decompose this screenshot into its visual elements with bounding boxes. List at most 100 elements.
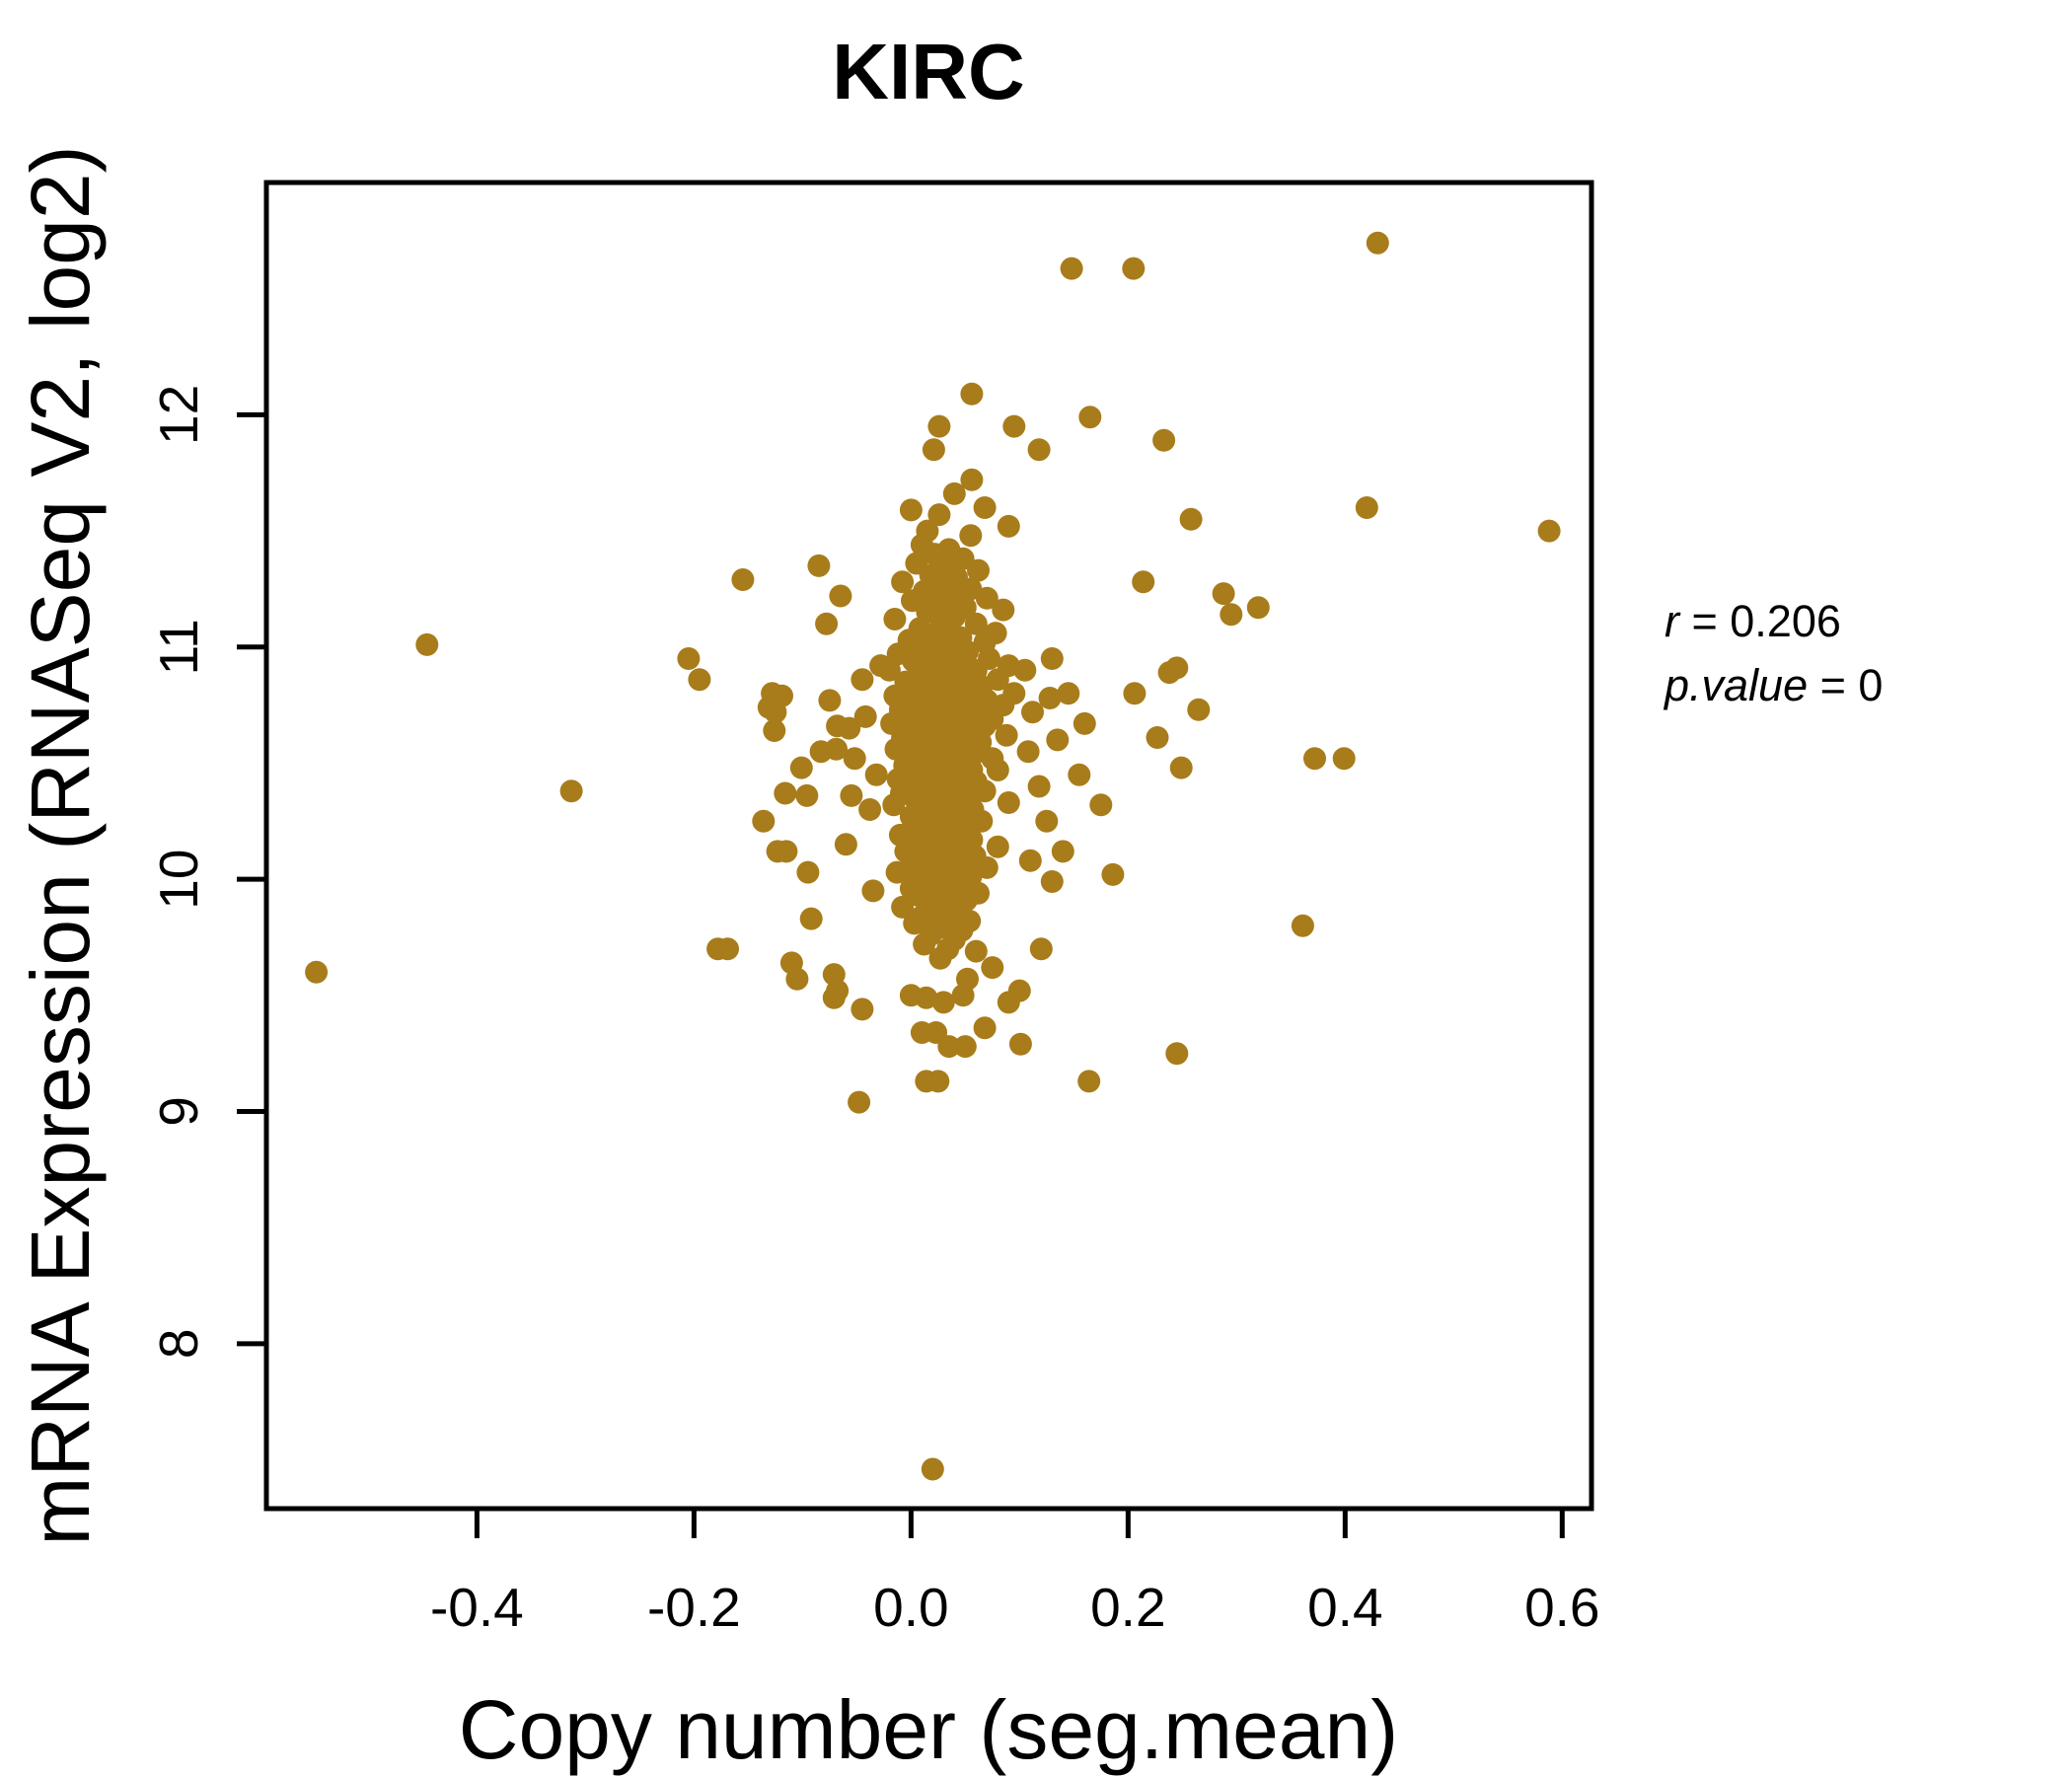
plot-title: KIRC: [832, 28, 1025, 115]
y-axis-ticks: 8 9 10 11 12: [148, 385, 266, 1359]
data-point: [415, 632, 439, 656]
data-point: [995, 723, 1018, 747]
data-point: [1078, 406, 1102, 429]
data-point: [789, 756, 813, 779]
data-point: [796, 860, 820, 884]
x-tick-label: 0.6: [1524, 1577, 1599, 1638]
data-point: [822, 986, 846, 1009]
data-point: [997, 991, 1020, 1014]
data-point: [1008, 1032, 1032, 1056]
data-point: [1046, 728, 1070, 752]
data-point: [956, 967, 979, 991]
data-point: [891, 570, 915, 594]
data-point: [877, 658, 901, 682]
data-point: [305, 960, 329, 984]
data-point: [942, 481, 966, 505]
data-point: [785, 967, 809, 991]
data-point: [1027, 775, 1051, 798]
data-point: [986, 759, 1009, 781]
data-point: [973, 496, 997, 519]
data-point: [1073, 711, 1096, 735]
data-point: [1187, 698, 1211, 721]
x-axis-ticks: -0.4 -0.2 0.0 0.2 0.4 0.6: [430, 1509, 1600, 1638]
data-point: [1057, 682, 1080, 705]
data-point: [1002, 414, 1026, 438]
data-point: [1101, 862, 1125, 886]
data-point: [861, 879, 885, 903]
data-point: [931, 991, 955, 1014]
data-point: [973, 1016, 997, 1040]
data-point: [853, 704, 877, 728]
data-point: [981, 956, 1004, 980]
y-tick-label: 12: [148, 385, 209, 445]
data-point: [967, 558, 990, 582]
data-point: [688, 668, 711, 692]
data-point: [960, 468, 984, 491]
data-point: [752, 809, 776, 833]
data-point: [953, 1035, 977, 1059]
data-point: [795, 783, 819, 807]
data-point: [1051, 840, 1074, 863]
data-point: [763, 719, 786, 742]
data-point: [677, 647, 701, 670]
data-point: [997, 514, 1020, 538]
r-variable: r: [1665, 596, 1681, 646]
data-point: [1165, 656, 1189, 680]
data-point: [1291, 914, 1314, 937]
data-point: [818, 689, 842, 712]
data-point: [997, 791, 1020, 814]
data-point: [915, 986, 938, 1009]
data-point: [1038, 687, 1062, 709]
correlation-r-annotation: r = 0.206: [1665, 596, 1841, 646]
x-tick-label: -0.2: [647, 1577, 741, 1638]
data-point: [825, 737, 848, 761]
y-tick-label: 9: [148, 1096, 209, 1127]
data-point: [903, 912, 926, 935]
data-point: [1077, 1070, 1101, 1093]
data-point: [960, 382, 984, 406]
x-tick-label: 0.0: [873, 1577, 948, 1638]
data-point: [1165, 1042, 1189, 1066]
data-point: [1016, 740, 1040, 764]
data-point: [851, 668, 874, 692]
data-point: [1068, 763, 1091, 786]
y-axis-label: mRNA Expression (RNASeq V2, log2): [14, 145, 107, 1545]
data-point: [1040, 870, 1064, 893]
data-point: [975, 586, 999, 610]
data-point: [883, 608, 907, 630]
x-axis-label: Copy number (seg.mean): [459, 1683, 1398, 1776]
data-point: [1179, 507, 1203, 531]
p-variable: p.value: [1663, 660, 1808, 710]
data-point: [899, 498, 923, 522]
y-tick-label: 8: [148, 1329, 209, 1360]
r-value: = 0.206: [1679, 596, 1841, 646]
data-point: [1537, 519, 1561, 543]
data-point: [891, 895, 915, 919]
data-point: [1021, 701, 1044, 724]
x-tick-label: 0.4: [1307, 1577, 1382, 1638]
data-point: [1027, 438, 1051, 462]
data-point: [959, 524, 983, 548]
data-point: [1332, 747, 1356, 771]
data-point: [1212, 582, 1235, 606]
data-point: [927, 503, 951, 527]
data-point: [731, 568, 755, 591]
data-point: [774, 781, 797, 805]
data-point: [559, 779, 583, 803]
data-point: [807, 554, 831, 577]
x-tick-label: -0.4: [430, 1577, 524, 1638]
data-point: [964, 939, 988, 963]
data-point: [834, 833, 857, 856]
data-point: [937, 1035, 961, 1059]
data-point: [1246, 596, 1270, 620]
plot-area: [263, 180, 1594, 1512]
data-point: [922, 438, 945, 462]
data-point: [864, 763, 888, 786]
y-tick-label: 10: [148, 850, 209, 910]
data-point: [921, 1457, 944, 1481]
data-point: [840, 783, 863, 807]
data-point: [1122, 257, 1146, 280]
data-point: [915, 1070, 938, 1093]
data-point: [843, 747, 866, 771]
data-point: [851, 998, 874, 1021]
